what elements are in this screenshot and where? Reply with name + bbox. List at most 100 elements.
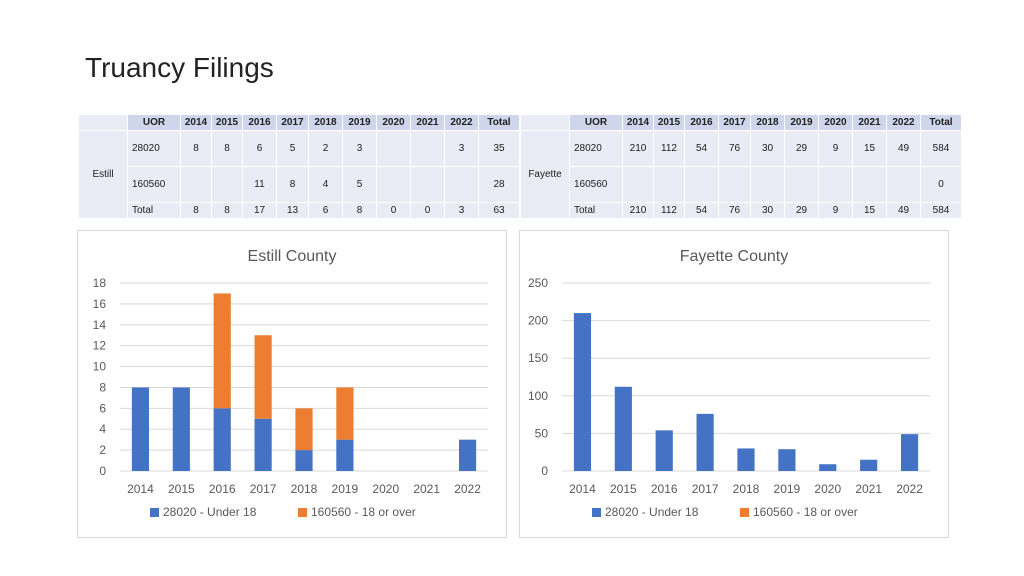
table-cell [376, 166, 411, 203]
y-tick-label: 2 [99, 443, 106, 457]
table-header-cell: 2017 [276, 114, 309, 131]
table-cell: 0 [376, 202, 411, 219]
bar-under-18 [172, 387, 190, 471]
bar-under-18 [614, 386, 632, 471]
table-cell: 49 [886, 202, 921, 219]
y-tick-label: 14 [93, 318, 107, 332]
y-tick-label: 6 [99, 401, 106, 415]
y-tick-label: 4 [99, 422, 106, 436]
table-cell: 8 [180, 202, 212, 219]
table-cell: 112 [653, 130, 685, 167]
table-cell [622, 166, 654, 203]
bar-18-or-over [295, 408, 313, 451]
table-cell: 0 [410, 202, 445, 219]
table-cell: 13 [276, 202, 309, 219]
table-header-cell: 2021 [410, 114, 445, 131]
fayette-chart-svg: Fayette County 0 50 100 150 200 250 2014 2015 201… [528, 248, 930, 519]
table-cell: 29 [784, 130, 819, 167]
y-tick-label: 18 [93, 276, 107, 290]
table-cell: 210 [622, 202, 654, 219]
table-cell: 63 [478, 202, 520, 219]
table-cell: 49 [886, 130, 921, 167]
table-cell [750, 166, 785, 203]
table-header-cell: 2020 [818, 114, 853, 131]
table-header-cell: 2014 [622, 114, 654, 131]
legend-swatch [150, 508, 159, 517]
table-row: Total 210 112 54 76 30 29 9 15 49 584 [521, 202, 962, 219]
y-tick-label: 50 [535, 426, 549, 440]
estill-chart: Estill County 0 2 4 6 8 10 12 14 16 18 2014 2015 2016… [77, 230, 507, 538]
x-tick-label: 2016 [651, 482, 678, 496]
legend-label: 160560 - 18 or over [753, 505, 858, 519]
bar-under-18 [295, 450, 313, 471]
legend-label: 160560 - 18 or over [311, 505, 416, 519]
y-tick-label: 12 [93, 339, 107, 353]
table-cell: 28 [478, 166, 520, 203]
table-cell [410, 166, 445, 203]
table-row: Fayette 28020 210 112 54 76 30 29 9 15 49 584 [520, 130, 962, 219]
x-tick-label: 2014 [569, 482, 596, 496]
table-header-cell: 2022 [886, 114, 921, 131]
table-cell: 584 [920, 130, 962, 167]
table-header-cell: 2022 [444, 114, 479, 131]
table-cell [180, 166, 212, 203]
table-cell: 8 [180, 130, 212, 167]
table-header-cell: 2018 [308, 114, 343, 131]
table-cell [718, 166, 751, 203]
table-row: 160560 11 8 4 5 28 [79, 166, 520, 203]
bar-under-18 [819, 464, 837, 471]
x-tick-label: 2018 [291, 482, 318, 496]
bar-under-18 [860, 459, 878, 471]
table-header-cell: 2018 [750, 114, 785, 131]
bar-18-or-over [213, 293, 231, 409]
page-title: Truancy Filings [85, 52, 274, 83]
estill-chart-svg: Estill County 0 2 4 6 8 10 12 14 16 18 2014 2015 2016… [93, 248, 488, 519]
table-header-cell: 2020 [376, 114, 411, 131]
table-cell: 6 [308, 202, 343, 219]
y-tick-label: 200 [528, 314, 548, 328]
x-tick-label: 2014 [127, 482, 154, 496]
bar-under-18 [737, 448, 755, 471]
bar-under-18 [131, 387, 150, 471]
table-cell [886, 166, 921, 203]
table-cell: 160560 [569, 166, 623, 203]
table-cell: 4 [308, 166, 343, 203]
county-label: Fayette [520, 130, 570, 219]
table-cell: 8 [342, 202, 377, 219]
table-cell: 76 [718, 130, 751, 167]
y-tick-label: 150 [528, 351, 548, 365]
table-header-cell: 2019 [784, 114, 819, 131]
table-cell [784, 166, 819, 203]
bar-under-18 [573, 313, 592, 471]
legend-swatch [298, 508, 307, 517]
table-cell: 9 [818, 202, 853, 219]
table-row: Estill 28020 8 8 6 5 2 3 3 35 [78, 130, 520, 219]
table-header-cell: Total [920, 114, 962, 131]
y-tick-label: 0 [99, 464, 106, 478]
table-cell: 30 [750, 130, 785, 167]
bar-under-18 [336, 439, 354, 471]
y-tick-label: 10 [93, 360, 107, 374]
chart-title: Estill County [248, 248, 337, 265]
bar-under-18 [458, 439, 477, 471]
legend-label: 28020 - Under 18 [605, 505, 699, 519]
table-cell [410, 130, 445, 167]
x-tick-label: 2021 [413, 482, 440, 496]
county-label: Estill [78, 130, 128, 219]
table-cell: 54 [684, 202, 719, 219]
table-cell: 8 [211, 130, 243, 167]
table-cell [852, 166, 887, 203]
bar-under-18 [655, 430, 673, 471]
table-cell: Total [569, 202, 623, 219]
legend-swatch [592, 508, 601, 517]
table-cell: 160560 [127, 166, 181, 203]
table-cell: Total [127, 202, 181, 219]
bar-18-or-over [254, 335, 272, 419]
table-header-cell: 2015 [653, 114, 685, 131]
table-cell: 3 [342, 130, 377, 167]
x-tick-label: 2016 [209, 482, 236, 496]
table-header-cell: 2019 [342, 114, 377, 131]
bar-under-18 [900, 434, 919, 471]
x-tick-label: 2022 [896, 482, 923, 496]
y-tick-label: 8 [99, 380, 106, 394]
